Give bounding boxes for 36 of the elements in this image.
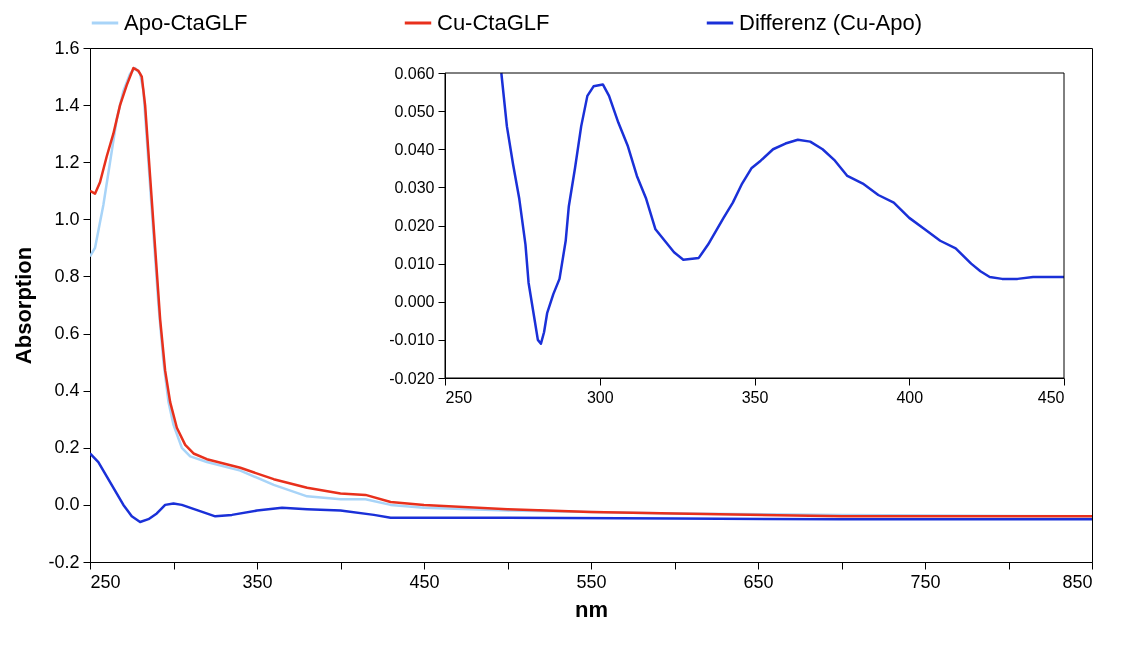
y-tick-label: 1.4 [54,94,80,115]
legend-label: Differenz (Cu-Apo) [739,10,922,35]
x-tick-label: 250 [445,388,473,406]
x-tick-label: 350 [242,571,273,592]
y-tick-label: 0.040 [394,140,435,158]
x-tick-label: 400 [896,388,924,406]
legend-label: Cu-CtaGLF [437,10,550,35]
y-tick-label: 0.000 [394,293,435,311]
y-tick-label: 0.060 [394,64,435,82]
y-tick-label: 1.0 [54,208,80,229]
y-tick-label: 0.6 [54,323,80,344]
legend-label: Apo-CtaGLF [124,10,248,35]
x-tick-label: 650 [743,571,774,592]
x-tick-label: 450 [1037,388,1065,406]
y-tick-label: 0.020 [394,217,435,234]
y-tick-label: -0.020 [389,369,435,387]
x-tick-label: 300 [586,388,614,406]
x-tick-label: 450 [409,571,440,592]
y-tick-label: 0.030 [394,178,435,196]
x-tick-label: 850 [1062,571,1093,592]
y-tick-label: 0.4 [54,380,80,401]
y-tick-label: 0.2 [54,437,80,458]
y-tick-label: 0.8 [54,265,80,286]
x-tick-label: 350 [741,388,769,406]
y-tick-label: -0.2 [48,551,80,572]
y-tick-label: 1.6 [54,37,80,58]
x-axis-title: nm [575,596,608,622]
x-tick-label: 550 [576,571,607,592]
x-tick-label: 250 [90,571,121,592]
y-tick-label: 0.0 [54,494,80,515]
y-tick-label: 1.2 [54,151,80,172]
y-tick-label: -0.010 [389,331,435,349]
x-tick-label: 750 [910,571,941,592]
y-tick-label: 0.050 [394,102,435,120]
y-axis-title: Absorption [11,246,37,365]
y-tick-label: 0.010 [394,255,435,273]
